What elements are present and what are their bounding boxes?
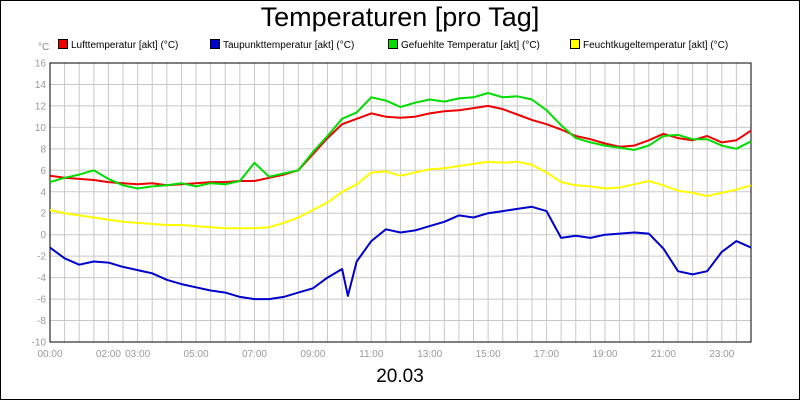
x-tick-label: 15:00 — [476, 349, 501, 360]
y-tick-label: 4 — [40, 187, 46, 198]
legend-item: Lufttemperatur [akt] (°C) — [58, 39, 178, 51]
legend: Lufttemperatur [akt] (°C) Taupunkttempera… — [58, 39, 798, 53]
x-tick-label: 17:00 — [534, 349, 559, 360]
series-line-4 — [49, 160, 752, 230]
y-tick-label: 6 — [40, 166, 46, 177]
y-axis-unit: °C — [38, 42, 50, 53]
y-tick-label: -2 — [37, 252, 46, 263]
y-tick-label: -4 — [37, 273, 46, 284]
y-tick-label: 2 — [40, 209, 46, 220]
y-tick-label: -6 — [37, 295, 46, 306]
x-tick-label: 03:00 — [125, 349, 150, 360]
legend-item: Taupunkttemperatur [akt] (°C) — [210, 39, 354, 51]
legend-label: Lufttemperatur [akt] (°C) — [71, 40, 179, 51]
legend-label: Gefuehlte Temperatur [akt] (°C) — [401, 40, 540, 51]
chart-title: Temperaturen [pro Tag] — [260, 2, 540, 32]
legend-label: Feuchtkugeltemperatur [akt] (°C) — [583, 40, 729, 51]
x-axis-date-label: 20.03 — [376, 366, 424, 387]
y-tick-label: 8 — [40, 144, 46, 155]
y-tick-label: 12 — [35, 101, 47, 112]
legend-label: Taupunkttemperatur [akt] (°C) — [223, 40, 355, 51]
series-line-3 — [49, 92, 752, 190]
x-tick-label: 13:00 — [417, 349, 442, 360]
x-tick-label: 09:00 — [300, 349, 325, 360]
legend-item: Feuchtkugeltemperatur [akt] (°C) — [570, 39, 728, 51]
legend-swatch — [388, 39, 398, 49]
x-tick-label: 02:00 — [96, 349, 121, 360]
x-tick-label: 19:00 — [592, 349, 617, 360]
x-tick-label: 23:00 — [709, 349, 734, 360]
legend-swatch — [570, 39, 580, 49]
legend-item: Gefuehlte Temperatur [akt] (°C) — [388, 39, 540, 51]
legend-swatch — [58, 39, 68, 49]
y-tick-label: 14 — [35, 80, 47, 91]
legend-swatch — [210, 39, 220, 49]
y-tick-label: -8 — [37, 316, 46, 327]
x-tick-label: 00:00 — [37, 349, 62, 360]
x-tick-label: 11:00 — [359, 349, 384, 360]
plot-border — [49, 62, 752, 343]
y-tick-label: 0 — [40, 230, 46, 241]
y-tick-label: 16 — [35, 59, 47, 70]
x-tick-label: 07:00 — [242, 349, 267, 360]
y-tick-label: 10 — [35, 123, 47, 134]
y-tick-label: -10 — [32, 338, 47, 349]
x-tick-label: 05:00 — [184, 349, 209, 360]
series-line-2 — [49, 205, 752, 301]
x-tick-label: 21:00 — [651, 349, 676, 360]
